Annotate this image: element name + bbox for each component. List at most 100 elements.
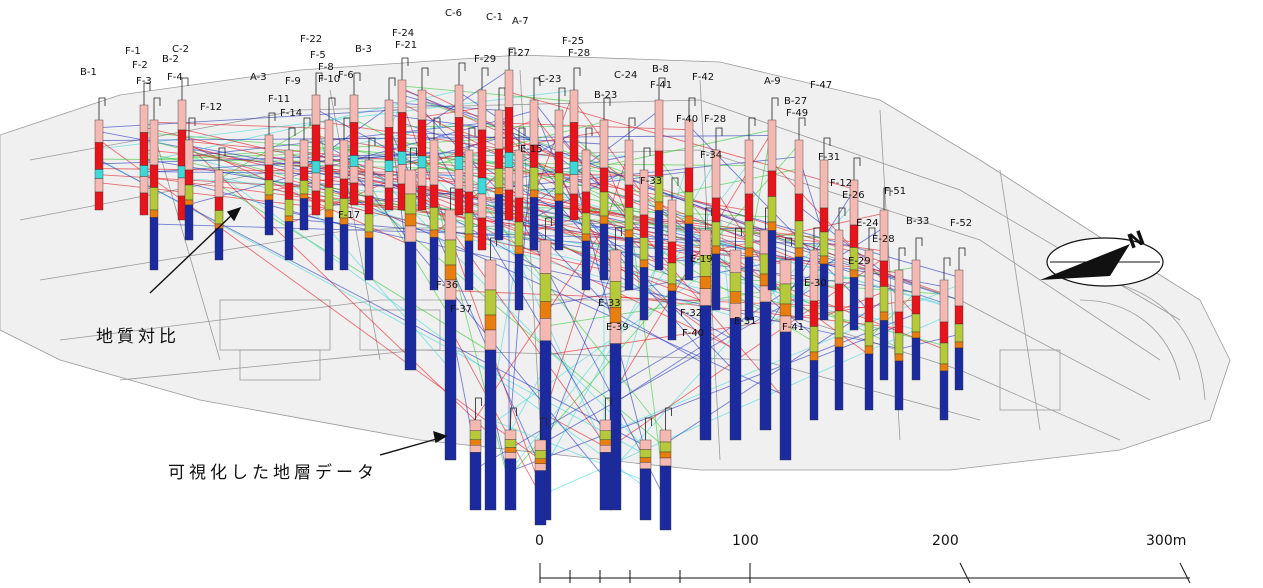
borehole-label: F-33: [640, 176, 662, 187]
stratum-layer: [504, 439, 517, 448]
borehole-marker: [688, 97, 696, 120]
stratum-layer: [429, 184, 439, 208]
borehole-label: E-24: [856, 218, 879, 229]
borehole-marker: [421, 67, 429, 90]
visualized-strata-callout: 可視化した地層データ: [168, 463, 378, 483]
stratum-layer: [624, 184, 634, 208]
stratum-layer: [184, 139, 194, 171]
borehole-marker: [468, 127, 476, 150]
borehole-column: [417, 67, 429, 211]
borehole-marker: [715, 127, 723, 150]
borehole-column: [849, 157, 861, 331]
stratum-layer: [849, 269, 859, 278]
stratum-layer: [534, 458, 547, 465]
correlation-line: [488, 156, 535, 419]
stratum-layer: [819, 207, 829, 233]
stratum-layer: [311, 190, 321, 216]
borehole-marker: [883, 187, 891, 210]
borehole-marker: [573, 67, 581, 90]
borehole-label: C-1: [486, 12, 503, 23]
stratum-layer: [667, 199, 677, 243]
stratum-layer: [404, 193, 417, 215]
stratum-layer: [699, 276, 712, 290]
stratum-layer: [184, 169, 194, 186]
stratum-layer: [834, 229, 844, 285]
stratum-layer: [397, 183, 407, 211]
stratum-layer: [484, 289, 497, 316]
borehole-label: F-21: [395, 40, 417, 51]
stratum-layer: [581, 233, 591, 242]
stratum-layer: [911, 337, 921, 381]
stratum-layer: [624, 229, 634, 238]
borehole-marker: [628, 117, 636, 140]
stratum-layer: [514, 245, 524, 255]
stratum-layer: [639, 439, 652, 450]
borehole-label: C-6: [445, 8, 462, 19]
stratum-layer: [659, 465, 672, 531]
stratum-layer: [534, 439, 547, 451]
stratum-layer: [744, 256, 754, 321]
stratum-layer: [569, 193, 579, 221]
stratum-layer: [819, 263, 829, 321]
correlation-line: [421, 126, 605, 432]
stratum-layer: [339, 224, 349, 271]
borehole-column: [429, 117, 441, 291]
borehole-marker: [943, 257, 951, 280]
stratum-layer: [624, 237, 634, 291]
stratum-layer: [504, 152, 514, 168]
borehole-label: E-28: [872, 234, 895, 245]
borehole-label: F-41: [782, 322, 804, 333]
borehole-column: [779, 237, 792, 461]
borehole-column: [364, 137, 376, 281]
borehole-label: B-23: [594, 90, 617, 101]
stratum-layer: [349, 182, 359, 206]
correlation-line: [543, 413, 605, 447]
borehole-column: [569, 67, 581, 221]
borehole-label: A-9: [764, 76, 781, 87]
stratum-layer: [894, 311, 904, 334]
stratum-layer: [729, 272, 742, 292]
correlation-line: [401, 94, 483, 118]
stratum-layer: [404, 169, 417, 195]
stratum-layer: [504, 458, 517, 511]
stratum-layer: [469, 439, 482, 446]
stratum-layer: [684, 223, 694, 281]
borehole-label: F-31: [818, 152, 840, 163]
borehole-marker: [853, 157, 861, 180]
stratum-layer: [539, 273, 552, 302]
stratum-layer: [339, 178, 349, 199]
borehole-marker: [868, 227, 876, 250]
stratum-layer: [599, 191, 609, 217]
stratum-layer: [794, 247, 804, 258]
stratum-layer: [404, 225, 417, 243]
stratum-layer: [444, 299, 457, 461]
stratum-layer: [469, 452, 482, 511]
borehole-column: [624, 117, 636, 291]
stratum-layer: [94, 191, 104, 211]
stratum-layer: [284, 199, 294, 217]
borehole-label: F-3: [136, 76, 152, 87]
borehole-marker: [388, 77, 396, 100]
borehole-column: [184, 117, 196, 241]
stratum-layer: [504, 429, 517, 440]
stratum-layer: [809, 326, 819, 353]
stratum-layer: [339, 139, 349, 180]
borehole-column: [504, 47, 516, 221]
borehole-column: [469, 397, 482, 511]
stratum-layer: [894, 353, 904, 362]
borehole-label: F-47: [810, 80, 832, 91]
borehole-column: [454, 62, 466, 216]
stratum-layer: [711, 221, 721, 247]
stratum-layer: [639, 462, 652, 469]
borehole-marker: [181, 77, 189, 100]
stratum-layer: [514, 149, 524, 199]
scale-tick: [1179, 562, 1191, 584]
visualized-strata-arrow: [379, 437, 441, 456]
stratum-layer: [469, 445, 482, 453]
stratum-layer: [149, 119, 159, 166]
borehole-marker: [540, 417, 547, 440]
borehole-label: F-9: [285, 76, 301, 87]
borehole-marker: [510, 407, 517, 430]
stratum-layer: [779, 259, 792, 285]
stratum-layer: [364, 237, 374, 281]
